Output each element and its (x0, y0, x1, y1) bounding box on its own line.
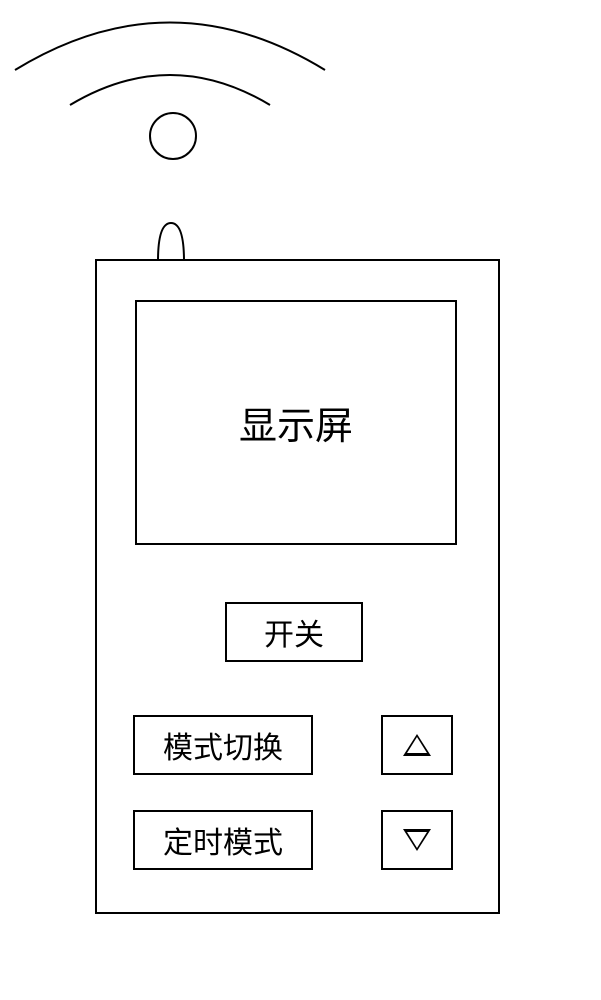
antenna (156, 223, 186, 261)
up-button[interactable] (381, 715, 453, 775)
power-button[interactable]: 开关 (225, 602, 363, 662)
signal-center-circle (149, 112, 197, 160)
triangle-up-icon (403, 734, 431, 756)
display-label: 显示屏 (239, 395, 353, 450)
mode-switch-label: 模式切换 (163, 723, 283, 767)
triangle-down-icon (403, 829, 431, 851)
display-screen: 显示屏 (135, 300, 457, 545)
power-label: 开关 (264, 610, 324, 654)
mode-switch-button[interactable]: 模式切换 (133, 715, 313, 775)
down-button[interactable] (381, 810, 453, 870)
timer-mode-button[interactable]: 定时模式 (133, 810, 313, 870)
timer-mode-label: 定时模式 (163, 818, 283, 862)
